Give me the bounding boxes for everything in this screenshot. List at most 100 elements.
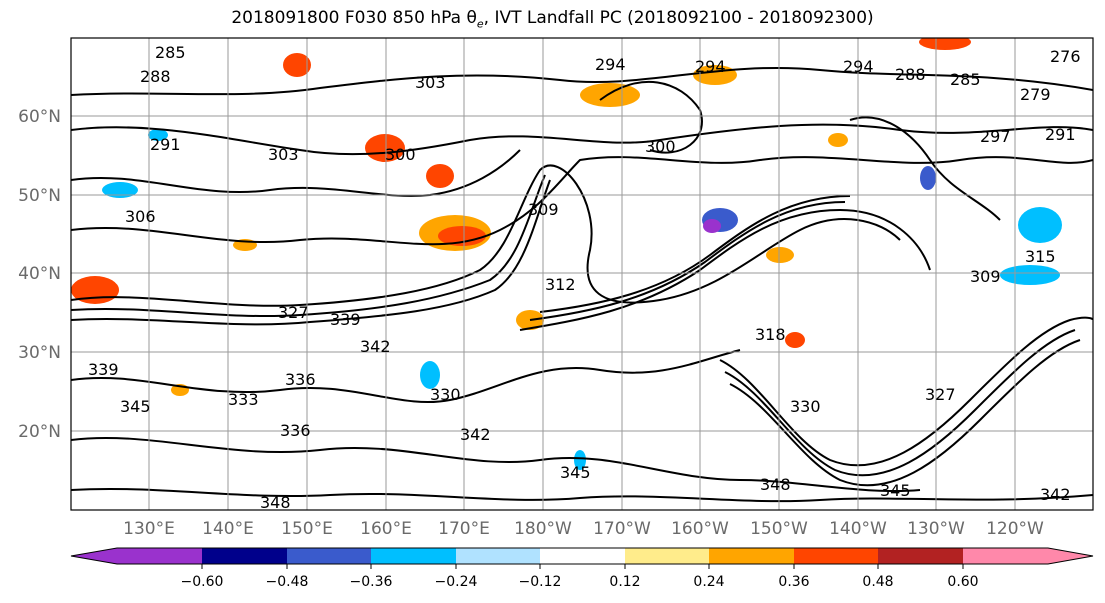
contour-line	[71, 156, 1093, 246]
contour-label: 336	[285, 370, 316, 389]
contour-label: 303	[415, 73, 446, 92]
contour-label: 291	[1045, 125, 1076, 144]
title-prefix: 2018091800 F030 850 hPa θ	[231, 8, 477, 28]
contour-label: 345	[880, 481, 911, 500]
map-title: 2018091800 F030 850 hPa θe, IVT Landfall…	[0, 8, 1105, 30]
shade-patch	[420, 361, 440, 389]
contour-line	[71, 488, 1093, 503]
contour-label: 294	[595, 55, 626, 74]
colorbar-segment	[709, 548, 794, 564]
colorbar: −0.60 −0.48 −0.36 −0.24 −0.12 0.12 0.24 …	[70, 547, 1094, 590]
contour-label: 333	[228, 390, 259, 409]
contour-line	[71, 174, 546, 318]
contour-line	[71, 349, 741, 404]
contour-label: 294	[695, 57, 726, 76]
colorbar-tick-label: 0.24	[693, 574, 724, 590]
map-border	[70, 37, 1094, 511]
contour-label: 309	[528, 200, 559, 219]
contour-label: 336	[280, 421, 311, 440]
contour-label: 318	[755, 325, 786, 344]
map-background	[71, 38, 1093, 510]
contour-label: 288	[140, 67, 171, 86]
shade-patch	[785, 332, 805, 348]
lon-label: 140°W	[829, 519, 887, 539]
contour-label: 291	[150, 135, 181, 154]
lon-label: 180°W	[514, 519, 572, 539]
contour-label: 348	[760, 475, 791, 494]
colorbar-segment	[878, 548, 963, 564]
colorbar-segment	[963, 548, 1048, 564]
contour-line	[719, 316, 1093, 467]
colorbar-outline	[70, 547, 1094, 565]
contour-label: 297	[980, 127, 1011, 146]
shade-patch	[148, 129, 168, 141]
colorbar-tick-label: −0.12	[519, 574, 562, 590]
lon-label: 170°W	[593, 519, 651, 539]
contour-label: 303	[268, 145, 299, 164]
colorbar-tick-label: −0.36	[350, 574, 393, 590]
contour-line	[71, 436, 921, 493]
contour-line	[71, 67, 1093, 96]
colorbar-extend-low	[71, 548, 117, 564]
colorbar-tick-label: −0.24	[435, 574, 478, 590]
shade-patch	[919, 38, 971, 50]
shade-patch	[365, 134, 405, 162]
shade-patch	[1000, 265, 1060, 285]
contour-label: 279	[1020, 85, 1051, 104]
colorbar-segment	[371, 548, 456, 564]
shade-patch	[920, 166, 936, 190]
contour-label: 330	[430, 385, 461, 404]
colorbar-segment	[625, 548, 709, 564]
contour-label: 309	[970, 267, 1001, 286]
contour-label: 342	[360, 337, 391, 356]
lat-label: 60°N	[18, 107, 61, 127]
lon-label: 130°E	[123, 519, 175, 539]
contour-line	[724, 329, 1076, 477]
contour-label: 327	[925, 385, 956, 404]
contour-label: 327	[278, 303, 309, 322]
contour-label: 330	[790, 397, 821, 416]
contour-label: 342	[1040, 485, 1071, 504]
shade-patch	[283, 53, 311, 77]
graticule	[71, 38, 1093, 510]
contour-line	[71, 149, 521, 197]
colorbar-segment	[540, 548, 625, 564]
lon-label: 140°E	[202, 519, 254, 539]
shade-patch	[1018, 207, 1062, 243]
colorbar-segment	[794, 548, 878, 564]
lon-label: 160°E	[360, 519, 412, 539]
lon-label: 160°W	[671, 519, 729, 539]
lon-label: 150°E	[281, 519, 333, 539]
shade-patch	[766, 247, 794, 263]
longitude-labels: 130°E 140°E 150°E 160°E 170°E 180°W 170°…	[123, 519, 1044, 539]
contour-label: 300	[385, 145, 416, 164]
contour-label: 285	[155, 43, 186, 62]
contour-label: 345	[560, 463, 591, 482]
lon-label: 170°E	[438, 519, 490, 539]
shading-layer	[71, 38, 1062, 470]
colorbar-segment	[117, 548, 202, 564]
contour-line	[71, 179, 551, 326]
shade-patch	[580, 83, 640, 107]
title-suffix: , IVT Landfall PC (2018092100 - 20180923…	[483, 8, 874, 28]
contour-line	[519, 208, 931, 331]
contour-label: 342	[460, 425, 491, 444]
latitude-labels: 60°N 50°N 40°N 30°N 20°N	[18, 107, 61, 442]
contour-line	[849, 116, 1001, 221]
shade-patch	[574, 450, 586, 470]
contour-line	[529, 201, 846, 321]
title-subscript: e	[476, 17, 484, 31]
contour-label: 306	[125, 207, 156, 226]
shade-patch	[828, 133, 848, 147]
contour-line	[71, 123, 1093, 156]
contour-label: 339	[330, 310, 361, 329]
lon-label: 130°W	[907, 519, 965, 539]
contour-label: 276	[1050, 47, 1081, 66]
colorbar-tick-label: −0.60	[181, 574, 224, 590]
shade-patch	[703, 219, 721, 233]
lat-label: 40°N	[18, 264, 61, 284]
colorbar-tick-label: 0.12	[609, 574, 640, 590]
contour-label: 288	[895, 65, 926, 84]
colorbar-segment	[456, 548, 540, 564]
colorbar-tick-label: 0.60	[947, 574, 978, 590]
